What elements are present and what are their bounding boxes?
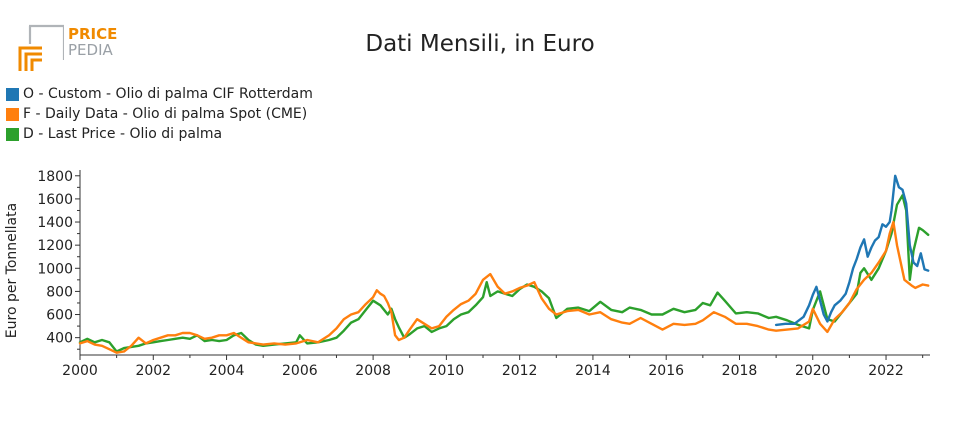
x-tick-label: 2004 — [209, 363, 245, 379]
x-tick-label: 2010 — [429, 363, 465, 379]
legend-swatch — [6, 107, 19, 121]
y-tick-label: 1400 — [37, 215, 73, 231]
pricepedia-logo: PRICE PEDIA — [18, 24, 128, 76]
y-tick-label: 800 — [46, 284, 73, 300]
series-line-2 — [78, 220, 930, 354]
x-tick-label: 2002 — [135, 363, 171, 379]
logo-text-price: PRICE — [68, 25, 118, 43]
legend-item[interactable]: F - Daily Data - Olio di palma Spot (CME… — [6, 104, 313, 124]
series-line-3 — [78, 194, 930, 353]
x-tick-label: 2000 — [62, 363, 98, 379]
y-axis-label: Euro per Tonnellata — [4, 203, 20, 338]
legend-label: F - Daily Data - Olio di palma Spot (CME… — [23, 106, 308, 122]
x-tick-label: 2016 — [648, 363, 684, 379]
y-tick-label: 1800 — [37, 169, 73, 185]
logo-text-pedia: PEDIA — [68, 41, 113, 59]
legend-swatch — [6, 87, 19, 101]
y-tick-label: 600 — [46, 308, 73, 324]
x-tick-label: 2022 — [868, 363, 904, 379]
y-tick-label: 1000 — [37, 261, 73, 277]
y-tick-label: 1600 — [37, 192, 73, 208]
logo-mark-icon — [18, 24, 64, 71]
legend-item[interactable]: D - Last Price - Olio di palma — [6, 124, 313, 144]
legend-label: D - Last Price - Olio di palma — [23, 126, 223, 142]
x-tick-label: 2018 — [722, 363, 758, 379]
x-tick-label: 2008 — [355, 363, 391, 379]
x-tick-label: 2012 — [502, 363, 538, 379]
y-tick-label: 400 — [46, 331, 73, 347]
x-tick-label: 2020 — [795, 363, 831, 379]
legend-label: O - Custom - Olio di palma CIF Rotterdam — [23, 86, 313, 102]
x-tick-label: 2014 — [575, 363, 611, 379]
series-line-1 — [774, 174, 930, 327]
legend-item[interactable]: O - Custom - Olio di palma CIF Rotterdam — [6, 84, 313, 104]
legend-swatch — [6, 127, 19, 141]
legend: O - Custom - Olio di palma CIF Rotterdam… — [6, 84, 313, 144]
chart-title: Dati Mensili, in Euro — [365, 31, 595, 57]
y-tick-label: 1200 — [37, 238, 73, 254]
x-tick-label: 2006 — [282, 363, 318, 379]
